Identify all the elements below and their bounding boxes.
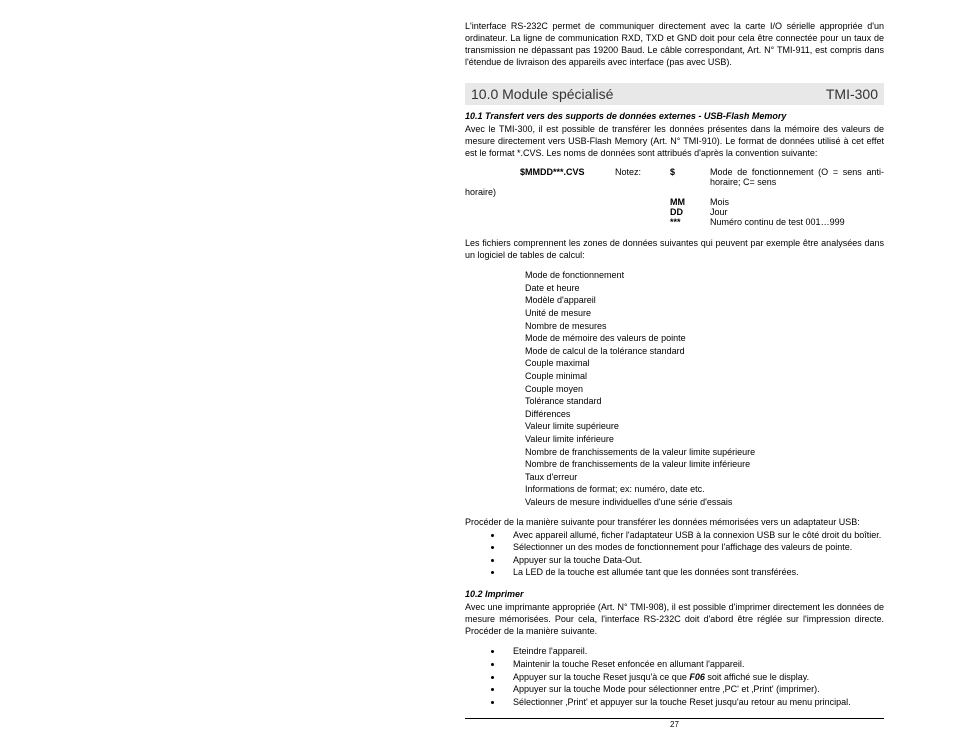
print-step: Sélectionner ‚Print' et appuyer sur la t… <box>503 696 884 709</box>
field-item: Informations de format; ex: numéro, date… <box>525 483 884 496</box>
desc-mm: Mois <box>710 197 884 207</box>
sym-stars: *** <box>670 217 710 227</box>
sym-dollar: $ <box>670 167 710 187</box>
subsection-10-2-para: Avec une imprimante appropriée (Art. N° … <box>465 601 884 637</box>
field-item: Nombre de mesures <box>525 320 884 333</box>
field-item: Valeurs de mesure individuelles d'une sé… <box>525 496 884 509</box>
subsection-10-1-para: Avec le TMI-300, il est possible de tran… <box>465 123 884 159</box>
print-steps-list: Eteindre l'appareil. Maintenir la touche… <box>465 645 884 708</box>
desc-dd: Jour <box>710 207 884 217</box>
print-step: Maintenir la touche Reset enfoncée en al… <box>503 658 884 671</box>
print-step: Appuyer sur la touche Mode pour sélectio… <box>503 683 884 696</box>
section-header: 10.0 Module spécialisé TMI-300 <box>465 83 884 105</box>
field-item: Modèle d'appareil <box>525 294 884 307</box>
fields-list: Mode de fonctionnement Date et heure Mod… <box>465 269 884 508</box>
subsection-10-1-heading: 10.1 Transfert vers des supports de donn… <box>465 111 884 121</box>
sym-dd: DD <box>670 207 710 217</box>
f06-code: F06 <box>689 672 705 682</box>
field-item: Différences <box>525 408 884 421</box>
field-item: Mode de calcul de la tolérance standard <box>525 345 884 358</box>
sym-mm: MM <box>670 197 710 207</box>
field-item: Valeur limite supérieure <box>525 420 884 433</box>
field-item: Unité de mesure <box>525 307 884 320</box>
procedure-step: Sélectionner un des modes de fonctionnem… <box>503 541 884 554</box>
desc-dollar: Mode de fonctionnement (O = sens anti-ho… <box>710 167 884 187</box>
field-item: Nombre de franchissements de la valeur l… <box>525 446 884 459</box>
field-item: Nombre de franchissements de la valeur l… <box>525 458 884 471</box>
field-item: Valeur limite inférieure <box>525 433 884 446</box>
field-item: Couple minimal <box>525 370 884 383</box>
field-item: Mode de fonctionnement <box>525 269 884 282</box>
procedure-step: Appuyer sur la touche Data-Out. <box>503 554 884 567</box>
field-item: Couple maximal <box>525 357 884 370</box>
field-item: Couple moyen <box>525 383 884 396</box>
intro-paragraph: L'interface RS-232C permet de communique… <box>465 20 884 69</box>
page-number: 27 <box>465 718 884 729</box>
procedure-list: Avec appareil allumé, ficher l'adaptateu… <box>465 529 884 579</box>
field-item: Tolérance standard <box>525 395 884 408</box>
document-page: L'interface RS-232C permet de communique… <box>0 0 954 739</box>
field-item: Mode de mémoire des valeurs de pointe <box>525 332 884 345</box>
filename-pattern: $MMDD***.CVS <box>465 167 615 187</box>
subsection-10-2-heading: 10.2 Imprimer <box>465 589 884 599</box>
filename-notation-table: $MMDD***.CVS Notez: $ Mode de fonctionne… <box>465 167 884 227</box>
field-item: Taux d'erreur <box>525 471 884 484</box>
procedure-step: Avec appareil allumé, ficher l'adaptateu… <box>503 529 884 542</box>
print-step: Eteindre l'appareil. <box>503 645 884 658</box>
procedure-intro: Procéder de la manière suivante pour tra… <box>465 517 884 527</box>
print-step: Appuyer sur la touche Reset jusqu'à ce q… <box>503 671 884 684</box>
desc-stars: Numéro continu de test 001…999 <box>710 217 884 227</box>
section-title: 10.0 Module spécialisé <box>471 86 613 102</box>
notez-label: Notez: <box>615 167 670 187</box>
procedure-step: La LED de la touche est allumée tant que… <box>503 566 884 579</box>
field-item: Date et heure <box>525 282 884 295</box>
horaire-continuation: horaire) <box>465 187 884 197</box>
section-code: TMI-300 <box>826 86 878 102</box>
fields-intro: Les fichiers comprennent les zones de do… <box>465 237 884 261</box>
